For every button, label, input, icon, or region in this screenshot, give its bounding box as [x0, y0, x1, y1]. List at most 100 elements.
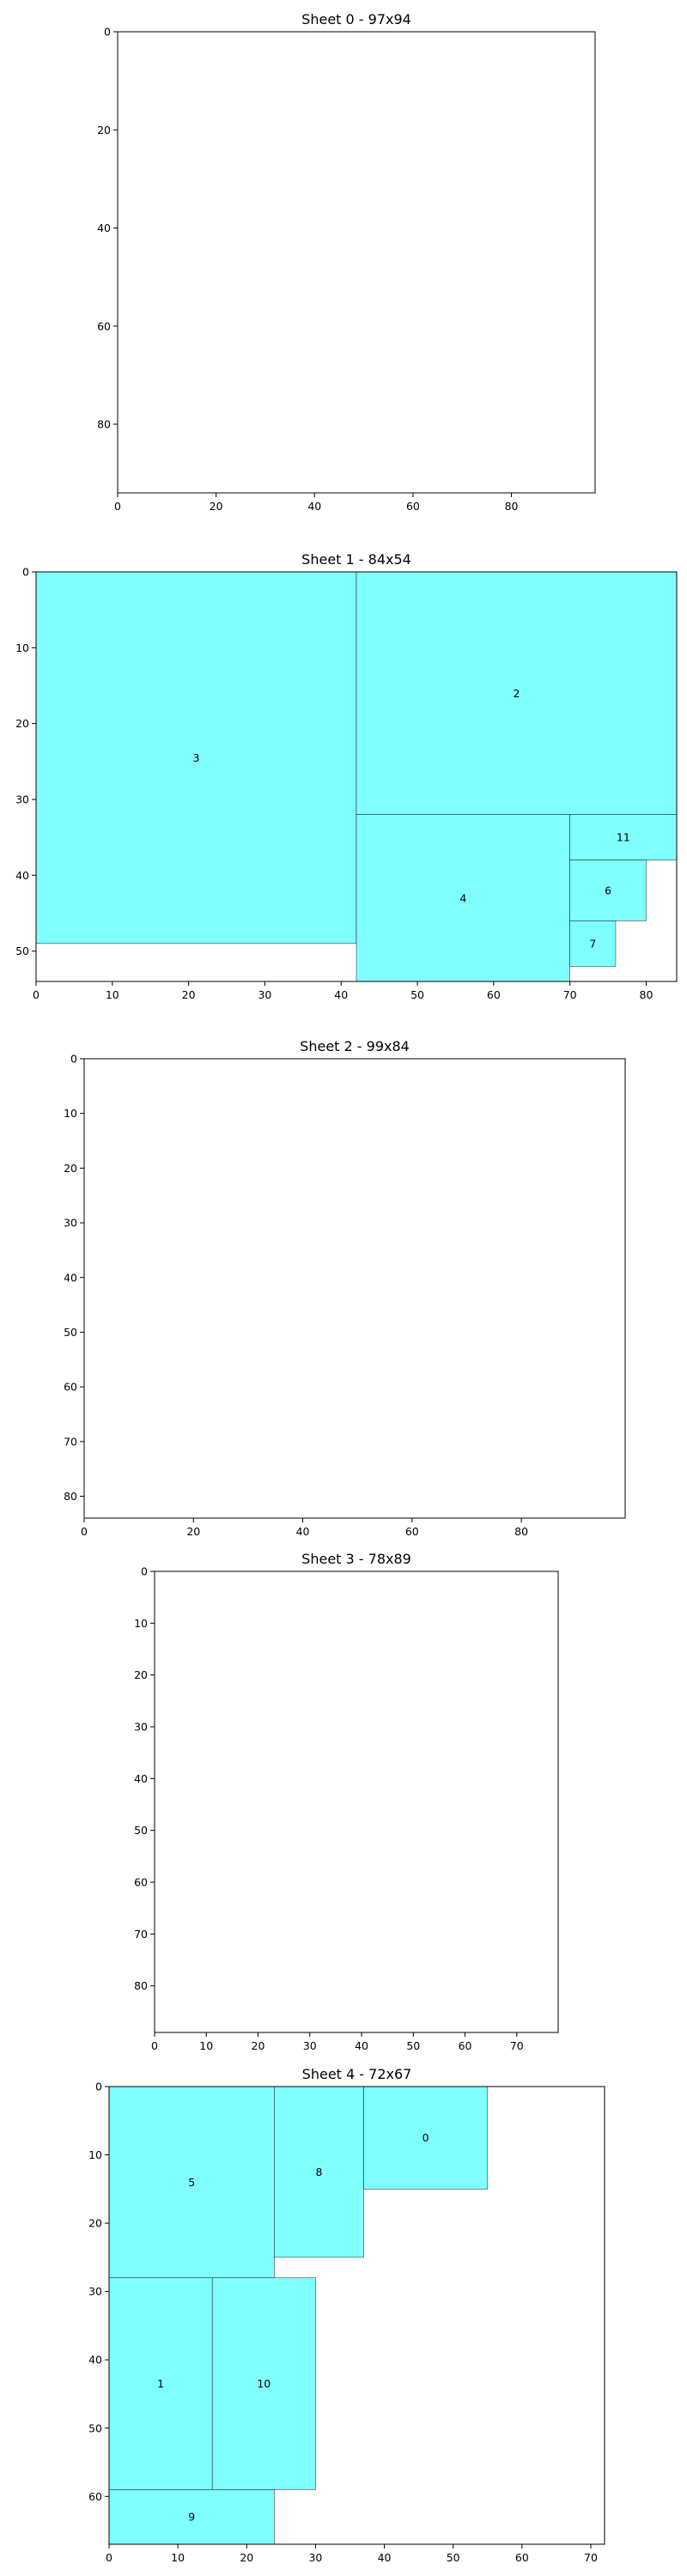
sheet-3-chart: Sheet 3 - 78x89 0 10 20 30 40 50 60 70 0 10 20 30 40 5… [134, 1551, 559, 2052]
sheet-1-piece-label-6: 6 [605, 884, 611, 897]
sheet-4-xtick-label: 20 [240, 2551, 253, 2564]
sheet-0-ytick-label: 20 [97, 124, 111, 137]
sheet-0-xtick-label: 60 [406, 500, 420, 513]
sheet-4-piece-label-9: 9 [188, 2511, 195, 2524]
sheet-1-xtick-label: 50 [410, 988, 424, 1001]
sheet-4-piece-10 [211, 2277, 316, 2490]
sheet-0-title: Sheet 0 - 97x94 [301, 11, 411, 27]
sheet-2-ytick-label: 10 [64, 1107, 77, 1120]
sheet-0-xtick-label: 0 [114, 500, 121, 513]
sheet-3-xtick-label: 40 [355, 2039, 368, 2052]
sheet-3-ytick-label: 20 [134, 1668, 148, 1681]
sheet-1-ytick-label: 30 [15, 793, 29, 806]
sheet-2-chart: Sheet 2 - 99x84 0 20 40 60 80 0 10 20 30 40 50 60 70 8… [64, 1038, 626, 1538]
sheet-2-xtick-label: 20 [186, 1525, 200, 1538]
sheet-1-xtick-label: 20 [182, 988, 196, 1001]
sheet-3-xtick-label: 20 [252, 2039, 265, 2052]
sheet-2-ytick-label: 0 [70, 1053, 77, 1066]
sheet-1-xtick-label: 0 [33, 988, 40, 1001]
sheet-2-ytick-label: 30 [64, 1217, 77, 1230]
sheet-1-xtick-label: 60 [487, 988, 501, 1001]
sheet-3-ytick-label: 60 [134, 1876, 148, 1889]
sheet-4-chart: Sheet 4 - 72x67 5 8 0 1 10 9 0 10 20 30 40 50 60 70 0 10… [88, 2066, 605, 2564]
sheet-1-title: Sheet 1 - 84x54 [301, 551, 411, 568]
sheet-3-ytick-label: 40 [134, 1772, 148, 1785]
sheet-1-xtick-label: 70 [563, 988, 577, 1001]
sheet-3-ytick-label: 50 [134, 1824, 148, 1837]
sheet-1-piece-label-2: 2 [514, 687, 520, 700]
sheet-4-ytick-label: 20 [88, 2217, 102, 2230]
sheet-1-piece-label-11: 11 [617, 831, 630, 844]
sheet-4-title: Sheet 4 - 72x67 [302, 2066, 412, 2082]
sheet-0-ytick-label: 40 [97, 222, 111, 234]
sheet-1-piece-11 [569, 814, 678, 860]
sheet-4-xtick-label: 50 [447, 2551, 460, 2564]
sheet-3-xtick-label: 0 [151, 2039, 158, 2052]
sheet-1-xtick-label: 10 [106, 988, 119, 1001]
sheet-2-ytick-label: 40 [64, 1271, 77, 1284]
sheet-1-piece-label-7: 7 [589, 937, 596, 950]
sheet-1-xtick-label: 80 [640, 988, 654, 1001]
sheet-1-piece-6 [569, 860, 647, 921]
sheet-3-xtick-label: 50 [406, 2039, 420, 2052]
sheet-4-frame [108, 2086, 605, 2545]
sheet-1-xtick-label: 40 [334, 988, 348, 1001]
sheet-4-piece-label-8: 8 [315, 2166, 322, 2178]
sheet-4-piece-9 [108, 2489, 275, 2545]
sheet-2-ytick-label: 60 [64, 1381, 77, 1394]
sheet-3-ytick-label: 80 [134, 1979, 148, 1992]
sheet-3-xtick-label: 10 [199, 2039, 213, 2052]
sheet-0-xtick-label: 80 [505, 500, 519, 513]
sheet-4-piece-8 [274, 2086, 364, 2258]
sheet-1-ytick-label: 10 [15, 641, 29, 654]
sheet-2-ytick-label: 80 [64, 1490, 77, 1503]
sheet-0-frame [117, 31, 596, 494]
sheet-4-xtick-label: 60 [515, 2551, 529, 2564]
sheet-0-ytick-label: 0 [104, 26, 111, 39]
sheet-4-piece-0 [363, 2086, 489, 2190]
sheet-4-ytick-label: 40 [88, 2354, 102, 2366]
sheet-0-chart: Sheet 0 - 97x94 0 20 40 60 80 0 20 40 60 80 [97, 11, 596, 513]
sheet-4-ytick-label: 50 [88, 2421, 102, 2434]
sheet-4-ytick-label: 10 [88, 2148, 102, 2161]
sheet-1-ytick-label: 0 [22, 566, 29, 579]
sheet-4-ytick-label: 60 [88, 2490, 102, 2503]
sheet-1-piece-label-4: 4 [459, 891, 466, 904]
sheet-1-piece-3 [35, 571, 357, 945]
sheet-1-ytick-label: 50 [15, 945, 29, 957]
sheet-3-ytick-label: 10 [134, 1617, 148, 1630]
sheet-3-ytick-label: 30 [134, 1721, 148, 1734]
sheet-1-ytick-label: 40 [15, 869, 29, 882]
sheet-3-ytick-label: 70 [134, 1928, 148, 1941]
sheet-2-ytick-label: 50 [64, 1326, 77, 1339]
sheet-4-piece-1 [108, 2277, 213, 2490]
sheet-0-ytick-label: 60 [97, 319, 111, 332]
sheet-3-title: Sheet 3 - 78x89 [301, 1551, 411, 1567]
sheet-4-ytick-label: 30 [88, 2285, 102, 2298]
sheet-4-piece-label-5: 5 [188, 2176, 195, 2189]
sheet-3-xtick-label: 30 [303, 2039, 317, 2052]
sheet-4-ytick-label: 0 [95, 2081, 102, 2093]
sheet-2-ytick-label: 20 [64, 1162, 77, 1175]
sheet-4-piece-label-1: 1 [157, 2378, 164, 2391]
sheet-3-frame [154, 1571, 559, 2033]
sheet-4-xtick-label: 30 [308, 2551, 322, 2564]
sheet-2-title: Sheet 2 - 99x84 [300, 1038, 410, 1054]
sheet-4-xtick-label: 10 [171, 2551, 185, 2564]
sheet-1-piece-2 [356, 571, 678, 815]
sheet-4-piece-label-0: 0 [423, 2131, 429, 2144]
sheet-3-xtick-label: 70 [510, 2039, 524, 2052]
sheet-0-xtick-label: 20 [210, 500, 223, 513]
sheet-2-xtick-label: 40 [296, 1525, 310, 1538]
sheet-0-xtick-label: 40 [307, 500, 321, 513]
sheet-2-xtick-label: 80 [514, 1525, 528, 1538]
sheet-2-frame [83, 1058, 626, 1519]
sheet-4-xtick-label: 40 [378, 2551, 392, 2564]
sheet-1-piece-7 [569, 920, 617, 967]
sheet-2-ytick-label: 70 [64, 1435, 77, 1448]
sheet-1-xtick-label: 30 [258, 988, 271, 1001]
sheet-4-piece-label-10: 10 [257, 2378, 271, 2391]
sheet-1-frame [35, 571, 678, 982]
